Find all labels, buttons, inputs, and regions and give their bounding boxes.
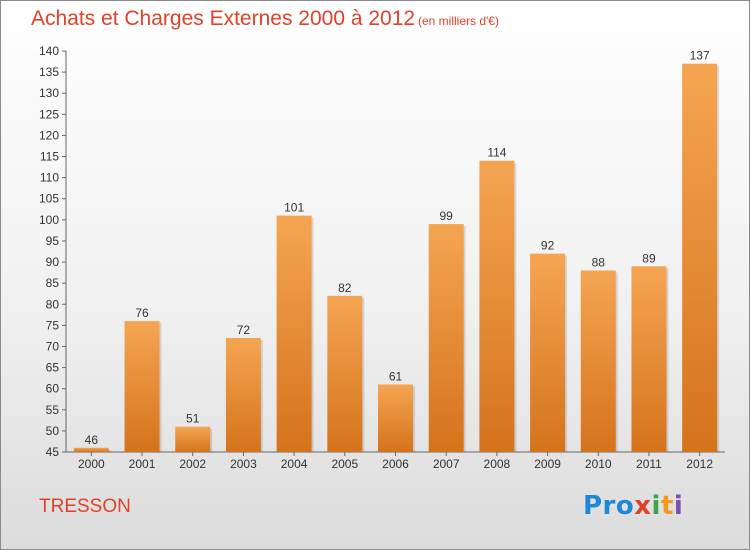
x-tick-label: 2006	[382, 457, 409, 471]
x-tick-label: 2002	[179, 457, 206, 471]
data-label: 51	[186, 412, 200, 426]
x-tick-label: 2009	[534, 457, 561, 471]
x-tick-label: 2007	[433, 457, 460, 471]
y-tick-label: 100	[39, 213, 59, 227]
y-tick-label: 90	[46, 255, 60, 269]
logo-part: x	[634, 491, 652, 521]
data-label: 137	[690, 49, 710, 63]
data-label: 82	[338, 281, 352, 295]
y-tick-label: 50	[46, 424, 60, 438]
x-tick-label: 2012	[686, 457, 713, 471]
data-label: 101	[284, 201, 304, 215]
x-tick-label: 2004	[281, 457, 308, 471]
y-tick-label: 110	[40, 171, 59, 185]
y-tick-label: 105	[39, 192, 59, 206]
bar	[580, 270, 616, 452]
y-tick-label: 60	[46, 382, 60, 396]
y-tick-label: 140	[39, 44, 59, 58]
chart-bars	[73, 63, 720, 453]
bar	[682, 63, 718, 453]
logo-part: i	[651, 491, 661, 521]
bar	[479, 160, 515, 452]
y-tick-label: 55	[46, 403, 60, 417]
bar	[124, 321, 160, 452]
x-tick-label: 2000	[78, 457, 105, 471]
y-tick-label: 70	[46, 339, 60, 353]
data-label: 72	[237, 323, 251, 337]
bar	[73, 447, 109, 452]
y-tick-label: 115	[40, 150, 59, 164]
data-label: 89	[642, 251, 656, 265]
y-tick-label: 80	[46, 297, 60, 311]
data-label: 88	[592, 255, 606, 269]
data-label: 61	[389, 369, 403, 383]
y-tick-label: 85	[46, 276, 60, 290]
data-label: 99	[440, 209, 454, 223]
bar	[378, 384, 413, 452]
town-name: TRESSON	[39, 496, 131, 517]
bar	[225, 338, 261, 452]
chart-title: Achats et Charges Externes 2000 à 2012	[31, 7, 416, 30]
bar	[428, 224, 464, 452]
y-tick-label: 120	[39, 128, 59, 142]
y-tick-label: 130	[39, 86, 59, 100]
x-tick-label: 2008	[484, 457, 511, 471]
logo-part: t	[660, 491, 674, 521]
data-label: 92	[541, 239, 555, 253]
bar	[276, 215, 312, 452]
data-label: 46	[85, 433, 99, 447]
bar	[327, 295, 363, 452]
bar	[175, 426, 211, 452]
logo-part: Pro	[583, 491, 635, 521]
x-tick-label: 2003	[230, 457, 257, 471]
bar	[530, 253, 566, 452]
y-tick-label: 125	[39, 107, 59, 121]
logo-part: i	[673, 491, 684, 521]
x-tick-label: 2011	[636, 457, 662, 471]
y-tick-label: 95	[46, 234, 60, 248]
y-tick-label: 45	[46, 445, 60, 459]
x-tick-label: 2010	[585, 457, 612, 471]
y-tick-label: 135	[39, 65, 59, 79]
x-tick-label: 2001	[129, 457, 156, 471]
y-tick-label: 75	[46, 318, 60, 332]
x-tick-label: 2005	[331, 457, 358, 471]
chart-data-labels: 46 76 51 72 101 82 61 99 114 92 88 89 137	[85, 49, 710, 447]
chart-subtitle: (en milliers d'€)	[418, 14, 499, 28]
data-label: 114	[487, 146, 506, 160]
y-tick-label: 65	[46, 361, 60, 375]
data-label: 76	[135, 306, 149, 320]
bar	[631, 266, 667, 452]
proxiti-logo: Proxiti	[583, 491, 683, 521]
